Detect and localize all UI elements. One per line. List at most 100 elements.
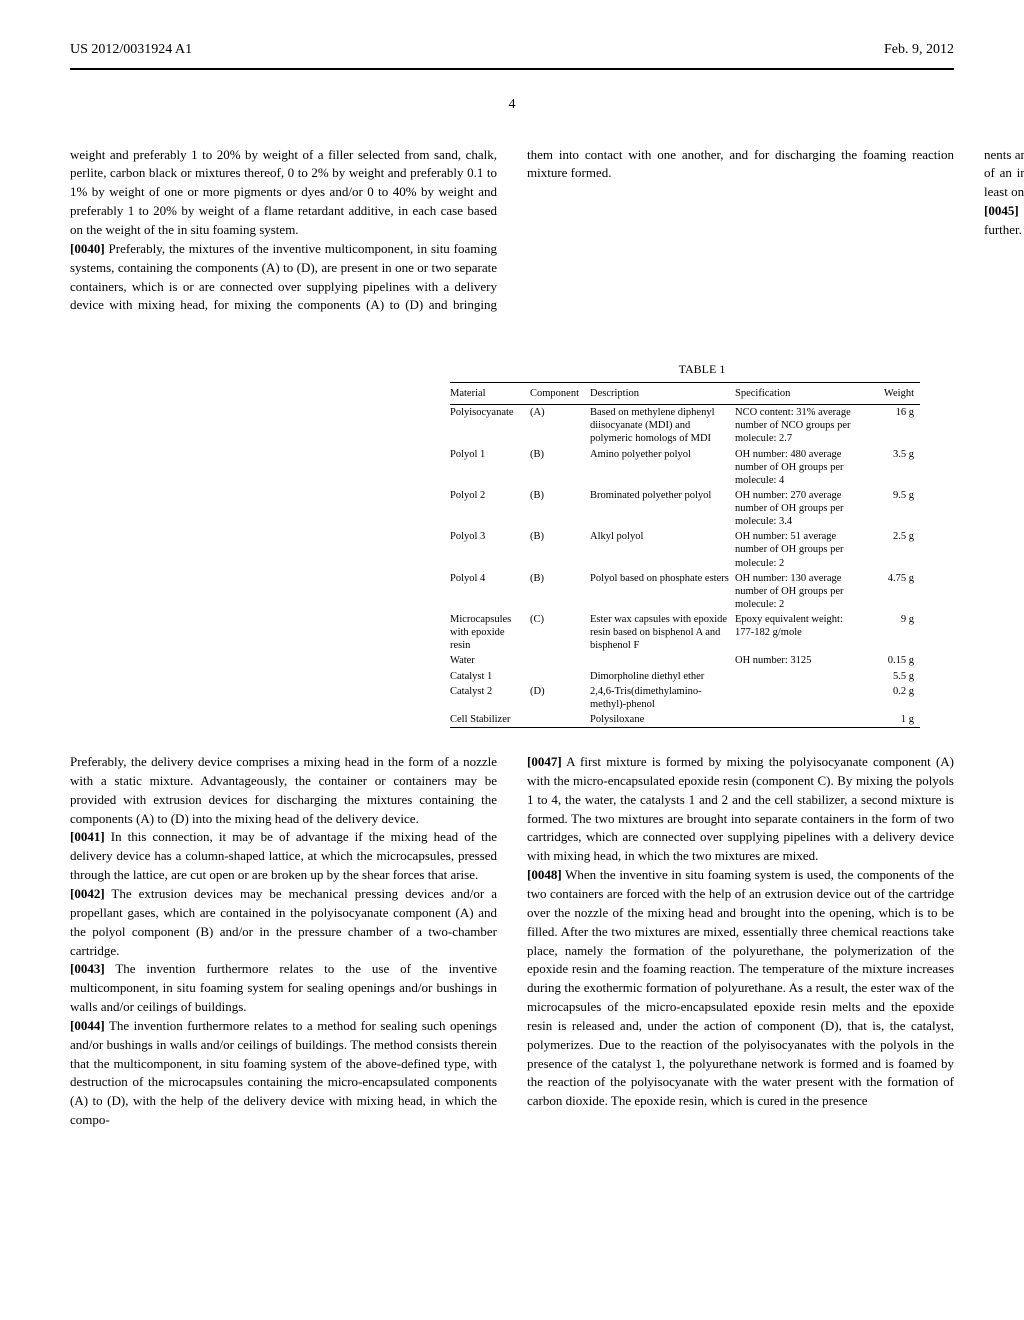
table-cell: Brominated polyether polyol bbox=[590, 488, 735, 529]
top-columns: weight and preferably 1 to 20% by weight… bbox=[70, 146, 954, 336]
para-text: The extrusion devices may be mechanical … bbox=[70, 886, 497, 958]
table-cell: Epoxy equivalent weight: 177-182 g/mole bbox=[735, 612, 865, 653]
table-cell: (B) bbox=[530, 529, 590, 570]
table-row: Water OH number: 31250.15 g bbox=[450, 653, 920, 668]
page-number: 4 bbox=[70, 95, 954, 115]
table-cell: Ester wax capsules with epoxide resin ba… bbox=[590, 612, 735, 653]
body-text: [0045] The following example and compari… bbox=[984, 202, 1024, 240]
table-cell: Based on methylene diphenyl diisocyanate… bbox=[590, 405, 735, 447]
table-row: Polyol 4(B)Polyol based on phosphate est… bbox=[450, 571, 920, 612]
table-cell: Alkyl polyol bbox=[590, 529, 735, 570]
table-row: Polyol 3(B)Alkyl polyolOH number: 51 ave… bbox=[450, 529, 920, 570]
table-cell: (C) bbox=[530, 612, 590, 653]
para-number: [0041] bbox=[70, 829, 105, 844]
table-cell: Polyol 4 bbox=[450, 571, 530, 612]
table-cell bbox=[735, 684, 865, 712]
table-cell: (A) bbox=[530, 405, 590, 447]
publication-number: US 2012/0031924 A1 bbox=[70, 40, 192, 60]
para-number: [0048] bbox=[527, 867, 562, 882]
para-number: [0044] bbox=[70, 1018, 105, 1033]
body-text: [0044] The invention furthermore relates… bbox=[70, 1017, 497, 1130]
table-cell: Polysiloxane bbox=[590, 712, 735, 728]
table-caption: TABLE 1 bbox=[450, 361, 954, 378]
table-cell: 16 g bbox=[865, 405, 920, 447]
body-text: Preferably, the delivery device comprise… bbox=[70, 753, 497, 828]
table-cell: Polyisocyanate bbox=[450, 405, 530, 447]
table-header-row: Material Component Description Specifica… bbox=[450, 382, 920, 404]
table-cell: (B) bbox=[530, 571, 590, 612]
bottom-columns: Preferably, the delivery device comprise… bbox=[70, 753, 954, 1153]
page-header: US 2012/0031924 A1 Feb. 9, 2012 bbox=[70, 40, 954, 60]
table-cell: 3.5 g bbox=[865, 447, 920, 488]
table-cell: Polyol 2 bbox=[450, 488, 530, 529]
para-text: A first mixture is formed by mixing the … bbox=[527, 754, 954, 863]
table-cell bbox=[590, 653, 735, 668]
table-row: Polyisocyanate(A)Based on methylene diph… bbox=[450, 405, 920, 447]
table-row: Catalyst 2(D)2,4,6-Tris(dimethylamino-me… bbox=[450, 684, 920, 712]
table-header: Description bbox=[590, 382, 735, 404]
para-text: In this connection, it may be of advanta… bbox=[70, 829, 497, 882]
table-cell: Polyol 3 bbox=[450, 529, 530, 570]
table-cell: (B) bbox=[530, 447, 590, 488]
table-cell: Polyol 1 bbox=[450, 447, 530, 488]
para-number: [0042] bbox=[70, 886, 105, 901]
table-cell: 4.75 g bbox=[865, 571, 920, 612]
table-cell bbox=[530, 653, 590, 668]
table-cell: 0.15 g bbox=[865, 653, 920, 668]
table-cell: 2.5 g bbox=[865, 529, 920, 570]
para-number: [0040] bbox=[70, 241, 105, 256]
body-text: [0043] The invention furthermore relates… bbox=[70, 960, 497, 1017]
table-cell: OH number: 130 average number of OH grou… bbox=[735, 571, 865, 612]
para-number: [0047] bbox=[527, 754, 562, 769]
table-header: Weight bbox=[865, 382, 920, 404]
data-table: Material Component Description Specifica… bbox=[450, 382, 920, 728]
table-cell: Cell Stabilizer bbox=[450, 712, 530, 728]
para-number: [0043] bbox=[70, 961, 105, 976]
para-text: When the inventive in situ foaming syste… bbox=[527, 867, 954, 1108]
para-number: [0045] bbox=[984, 203, 1019, 218]
table-cell: Amino polyether polyol bbox=[590, 447, 735, 488]
table-cell: OH number: 3125 bbox=[735, 653, 865, 668]
table-cell: Polyol based on phosphate esters bbox=[590, 571, 735, 612]
header-rule bbox=[70, 68, 954, 70]
table-cell: 1 g bbox=[865, 712, 920, 728]
table-cell: Water bbox=[450, 653, 530, 668]
table-cell: 2,4,6-Tris(dimethylamino-methyl)-phenol bbox=[590, 684, 735, 712]
body-text: [0047] A first mixture is formed by mixi… bbox=[527, 753, 954, 866]
publication-date: Feb. 9, 2012 bbox=[884, 40, 954, 60]
table-cell bbox=[530, 669, 590, 684]
table-cell: Catalyst 2 bbox=[450, 684, 530, 712]
table-row: Microcapsules with epoxide resin(C)Ester… bbox=[450, 612, 920, 653]
table-cell: Catalyst 1 bbox=[450, 669, 530, 684]
table-cell: OH number: 480 average number of OH grou… bbox=[735, 447, 865, 488]
table-cell: (B) bbox=[530, 488, 590, 529]
table-cell: Dimorpholine diethyl ether bbox=[590, 669, 735, 684]
body-text: [0042] The extrusion devices may be mech… bbox=[70, 885, 497, 960]
table-row: Catalyst 1 Dimorpholine diethyl ether 5.5 … bbox=[450, 669, 920, 684]
table-cell bbox=[735, 712, 865, 728]
table-header: Component bbox=[530, 382, 590, 404]
table-row: Cell Stabilizer Polysiloxane 1 g bbox=[450, 712, 920, 728]
para-text: The invention furthermore relates to a m… bbox=[70, 1018, 497, 1127]
section-title: EXAMPLE AND COMPARISON EXAMPLE bbox=[984, 254, 1024, 271]
body-text: nents are mixed, brought into the openin… bbox=[984, 146, 1024, 203]
table-row: Polyol 1(B)Amino polyether polyolOH numb… bbox=[450, 447, 920, 488]
table-cell: 5.5 g bbox=[865, 669, 920, 684]
body-text: [0048] When the inventive in situ foamin… bbox=[527, 866, 954, 1111]
table-cell: (D) bbox=[530, 684, 590, 712]
sub-section-title: Example bbox=[984, 281, 1024, 298]
table-container: TABLE 1 Material Component Description S… bbox=[450, 361, 954, 728]
table-header: Material bbox=[450, 382, 530, 404]
table-cell: OH number: 51 average number of OH group… bbox=[735, 529, 865, 570]
para-text: The invention furthermore relates to the… bbox=[70, 961, 497, 1014]
table-cell: NCO content: 31% average number of NCO g… bbox=[735, 405, 865, 447]
table-cell bbox=[735, 669, 865, 684]
body-text: [0041] In this connection, it may be of … bbox=[70, 828, 497, 885]
table-row: Polyol 2(B)Brominated polyether polyolOH… bbox=[450, 488, 920, 529]
body-text: weight and preferably 1 to 20% by weight… bbox=[70, 146, 497, 240]
table-cell: OH number: 270 average number of OH grou… bbox=[735, 488, 865, 529]
table-cell: Microcapsules with epoxide resin bbox=[450, 612, 530, 653]
table-cell: 9 g bbox=[865, 612, 920, 653]
table-cell: 0.2 g bbox=[865, 684, 920, 712]
table-cell bbox=[530, 712, 590, 728]
